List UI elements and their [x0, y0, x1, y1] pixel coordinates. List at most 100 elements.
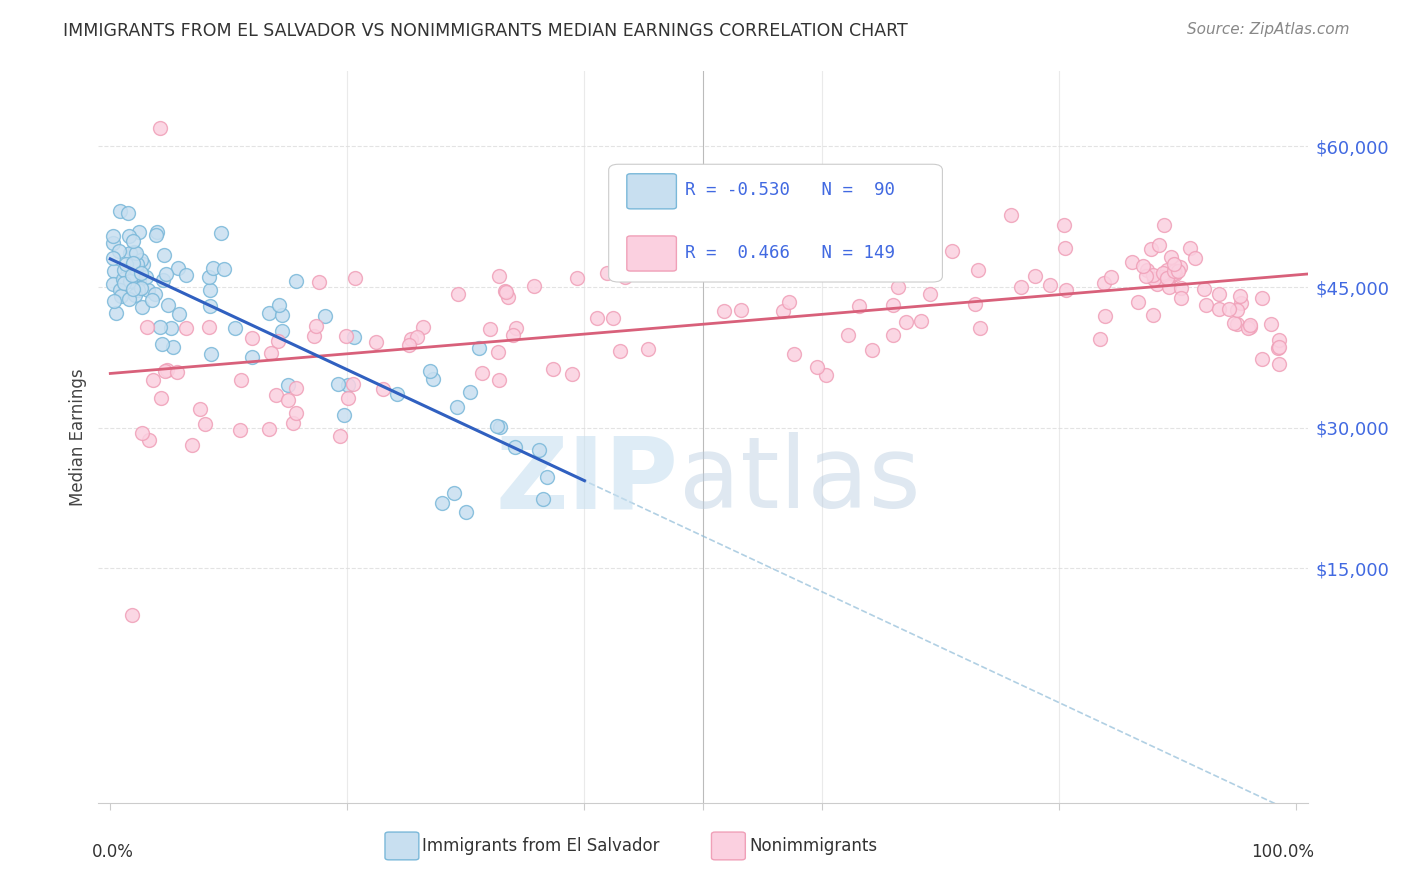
- Point: [1260, 317, 1282, 331]
- Point: [531, 491, 554, 506]
- Point: [260, 345, 283, 359]
- Point: [132, 257, 155, 271]
- Text: 0.0%: 0.0%: [93, 843, 134, 861]
- Point: [1053, 219, 1076, 233]
- Point: [1168, 260, 1191, 275]
- Point: [277, 393, 299, 408]
- Point: [730, 302, 752, 317]
- Point: [1208, 287, 1230, 301]
- Point: [422, 372, 444, 386]
- Point: [180, 438, 202, 452]
- Point: [848, 299, 870, 313]
- Point: [124, 268, 146, 283]
- Point: [285, 274, 308, 288]
- Point: [229, 373, 252, 387]
- Point: [918, 287, 941, 301]
- Point: [188, 402, 211, 417]
- Point: [364, 335, 387, 350]
- Point: [1268, 334, 1291, 348]
- Point: [166, 366, 188, 380]
- FancyBboxPatch shape: [711, 832, 745, 860]
- Point: [1143, 272, 1166, 286]
- Point: [543, 362, 565, 376]
- Point: [131, 300, 153, 314]
- Point: [454, 505, 477, 519]
- Point: [536, 470, 558, 484]
- Point: [685, 244, 707, 259]
- Point: [887, 279, 910, 293]
- Point: [149, 120, 172, 135]
- Point: [117, 206, 139, 220]
- Point: [586, 311, 609, 326]
- Point: [720, 241, 742, 255]
- Point: [1195, 298, 1218, 312]
- Point: [143, 287, 166, 301]
- Point: [1229, 288, 1251, 302]
- Point: [496, 290, 519, 304]
- Point: [201, 261, 224, 276]
- Point: [1152, 267, 1174, 281]
- Text: atlas: atlas: [679, 433, 921, 530]
- Point: [432, 496, 454, 510]
- Point: [941, 244, 963, 258]
- Point: [103, 264, 125, 278]
- Point: [264, 388, 287, 402]
- Point: [1218, 301, 1240, 316]
- Point: [406, 330, 429, 344]
- Point: [110, 283, 132, 297]
- Point: [156, 298, 179, 312]
- Point: [214, 262, 236, 277]
- Point: [141, 293, 163, 308]
- Point: [162, 340, 184, 354]
- Text: Immigrants from El Salvador: Immigrants from El Salvador: [422, 837, 659, 855]
- Point: [105, 306, 128, 320]
- Point: [160, 321, 183, 335]
- Point: [1192, 282, 1215, 296]
- Point: [1170, 281, 1192, 295]
- Point: [308, 275, 330, 289]
- Point: [229, 424, 252, 438]
- Point: [1164, 267, 1187, 281]
- Point: [328, 377, 350, 392]
- Text: R =  0.466   N = 149: R = 0.466 N = 149: [685, 244, 894, 261]
- Point: [129, 280, 152, 294]
- Point: [138, 433, 160, 447]
- Point: [1099, 270, 1122, 285]
- Point: [127, 283, 149, 297]
- Point: [1136, 263, 1159, 277]
- Point: [502, 327, 524, 342]
- Point: [112, 271, 135, 285]
- Point: [128, 275, 150, 289]
- Text: Source: ZipAtlas.com: Source: ZipAtlas.com: [1187, 22, 1350, 37]
- Point: [1053, 241, 1076, 255]
- Point: [122, 244, 145, 259]
- Point: [1156, 262, 1178, 277]
- Point: [329, 429, 352, 443]
- Point: [267, 298, 290, 312]
- Point: [342, 377, 364, 392]
- Point: [200, 346, 222, 360]
- Point: [458, 385, 481, 400]
- Point: [1170, 292, 1192, 306]
- Point: [1140, 242, 1163, 256]
- Point: [1150, 270, 1173, 285]
- Point: [120, 246, 142, 260]
- Point: [1178, 241, 1201, 255]
- Point: [121, 268, 143, 282]
- Point: [342, 330, 364, 344]
- Point: [101, 235, 124, 250]
- Point: [305, 318, 328, 333]
- Point: [108, 204, 131, 219]
- Point: [609, 343, 631, 358]
- Point: [285, 406, 308, 420]
- Point: [910, 216, 932, 230]
- Point: [118, 229, 141, 244]
- Point: [446, 400, 468, 414]
- Point: [129, 252, 152, 267]
- Point: [304, 328, 326, 343]
- Point: [284, 381, 307, 395]
- Point: [523, 279, 546, 293]
- Point: [1094, 309, 1116, 323]
- Point: [882, 327, 904, 342]
- Text: Nonimmigrants: Nonimmigrants: [749, 837, 877, 855]
